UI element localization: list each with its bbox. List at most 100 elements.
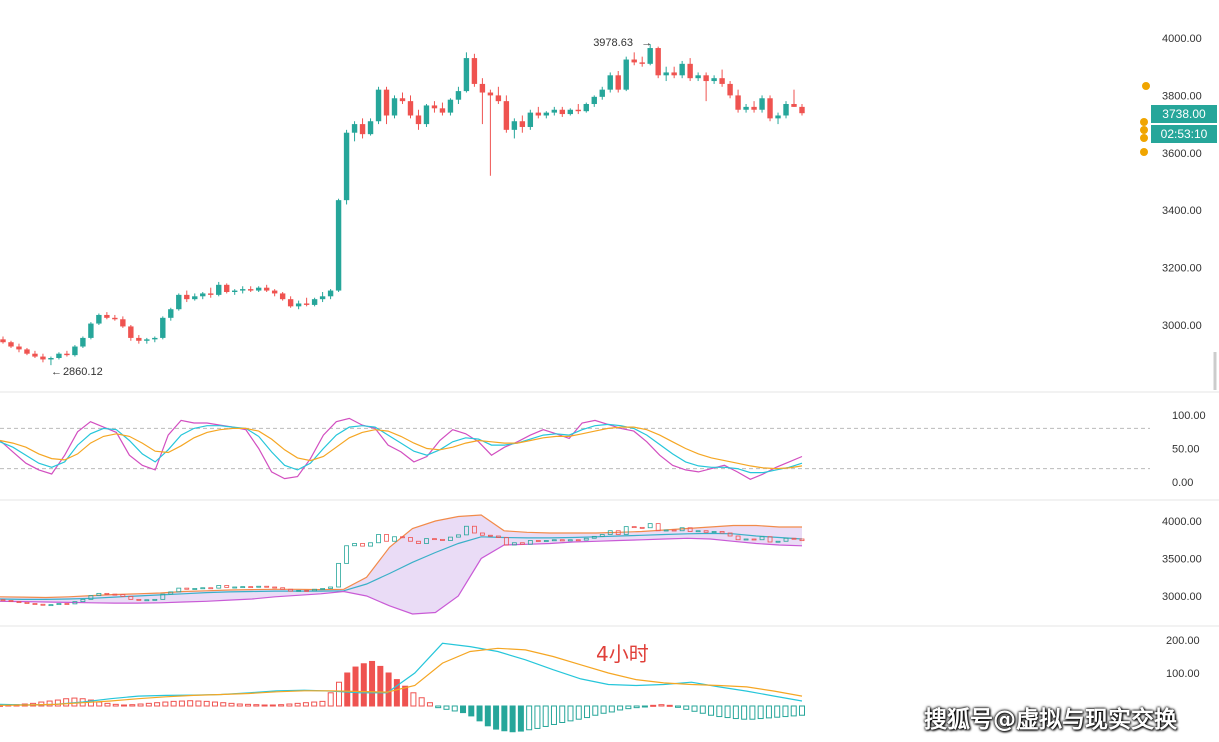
candle-body (343, 132, 350, 201)
candlestick-panel[interactable]: 3978.63 → 2860.12← (0, 37, 805, 378)
candle-body (351, 124, 358, 133)
mini-candle (623, 526, 629, 535)
candle-body (679, 63, 685, 76)
macd-bar (228, 702, 235, 707)
macd-bar (220, 702, 227, 707)
candle-body (16, 346, 22, 350)
macd-bar (245, 703, 252, 707)
macd-bar (650, 704, 657, 707)
mini-candle (248, 586, 254, 589)
candle-body (112, 317, 118, 320)
mini-candle (464, 525, 469, 536)
macd-bar (691, 705, 698, 712)
candle-body (335, 200, 342, 291)
candle-body (759, 98, 765, 110)
mini-candle (663, 529, 669, 532)
macd-bar (468, 705, 475, 717)
candle-body (511, 121, 518, 130)
macd-bar (732, 705, 739, 720)
candle-body (671, 72, 677, 76)
macd-bar (600, 705, 607, 714)
series-line (0, 426, 803, 470)
macd-bar (699, 705, 706, 714)
candle-body (591, 96, 597, 105)
mini-candle (264, 585, 270, 588)
mini-candle (799, 538, 805, 542)
macd-bar (493, 705, 500, 730)
macd-bar (187, 700, 194, 707)
oscillator-panel[interactable] (0, 417, 1150, 480)
candle-body (383, 89, 390, 116)
y-tick-label: 3600.00 (1162, 148, 1202, 160)
mini-candle (440, 538, 445, 541)
macd-bar (121, 704, 128, 707)
macd-bar (534, 705, 541, 729)
macd-bar (319, 700, 326, 707)
macd-bar (757, 705, 764, 720)
mini-candle (424, 538, 429, 544)
mini-candle (168, 591, 174, 595)
mini-candle (112, 593, 118, 596)
candle-body (40, 356, 46, 360)
candle-body (559, 109, 565, 115)
macd-bar (195, 700, 202, 707)
candle-body (271, 290, 278, 294)
macd-bar (608, 705, 615, 713)
candle-body (423, 105, 430, 125)
candle-body (263, 287, 270, 291)
alert-dot (1140, 148, 1148, 156)
macd-bar (211, 701, 218, 707)
candle-body (303, 303, 310, 305)
candle-body (695, 75, 701, 79)
price-axis[interactable]: 4000.00 3800.00 3600.00 3400.00 3200.00 3000.… (1140, 33, 1206, 680)
series-line (0, 642, 803, 706)
mini-candle (56, 603, 62, 606)
mini-candle (511, 542, 517, 546)
macd-bar (774, 705, 781, 718)
bollinger-panel[interactable] (0, 514, 805, 615)
y-tick-label: 100.00 (1172, 410, 1206, 422)
candle-body (232, 290, 238, 292)
macd-bar (63, 698, 70, 707)
mini-candle (519, 542, 525, 545)
macd-bar (96, 701, 103, 707)
y-tick-label: 3000.00 (1162, 320, 1202, 332)
macd-bar (360, 663, 367, 707)
mini-candle (200, 587, 206, 590)
mini-candle (384, 534, 389, 542)
candle-body (0, 339, 6, 343)
mini-candle (296, 589, 302, 592)
alert-dot (1142, 82, 1150, 90)
mini-candle (80, 598, 86, 603)
candle-body (24, 349, 30, 354)
macd-bar (509, 705, 516, 733)
mini-candle (192, 588, 198, 590)
candle-body (160, 317, 166, 338)
mini-candle (368, 542, 373, 547)
series-line (0, 532, 803, 601)
mini-candle (472, 525, 477, 534)
mini-candle (567, 539, 573, 542)
macd-bar (426, 702, 433, 707)
y-tick-label: 4000.00 (1162, 33, 1202, 45)
macd-bar (54, 699, 61, 707)
macd-bar (633, 705, 640, 709)
mini-candle (575, 539, 581, 542)
macd-bar (708, 705, 715, 716)
candle-body (48, 358, 54, 360)
mini-candle (607, 530, 613, 535)
candle-body (327, 290, 334, 297)
macd-bar (327, 692, 334, 707)
macd-bar (765, 705, 772, 719)
macd-panel[interactable] (0, 642, 805, 733)
macd-bar (104, 702, 111, 707)
candle-body (375, 89, 382, 122)
candle-body (735, 95, 741, 110)
y-tick-label: 50.00 (1172, 444, 1200, 456)
candle-body (240, 289, 246, 291)
candle-body (128, 326, 134, 338)
macd-bar (154, 702, 161, 707)
macd-bar (476, 705, 483, 722)
watermark: 搜狐号@虚拟与现实交换 (924, 707, 1177, 733)
candle-body (311, 299, 318, 305)
